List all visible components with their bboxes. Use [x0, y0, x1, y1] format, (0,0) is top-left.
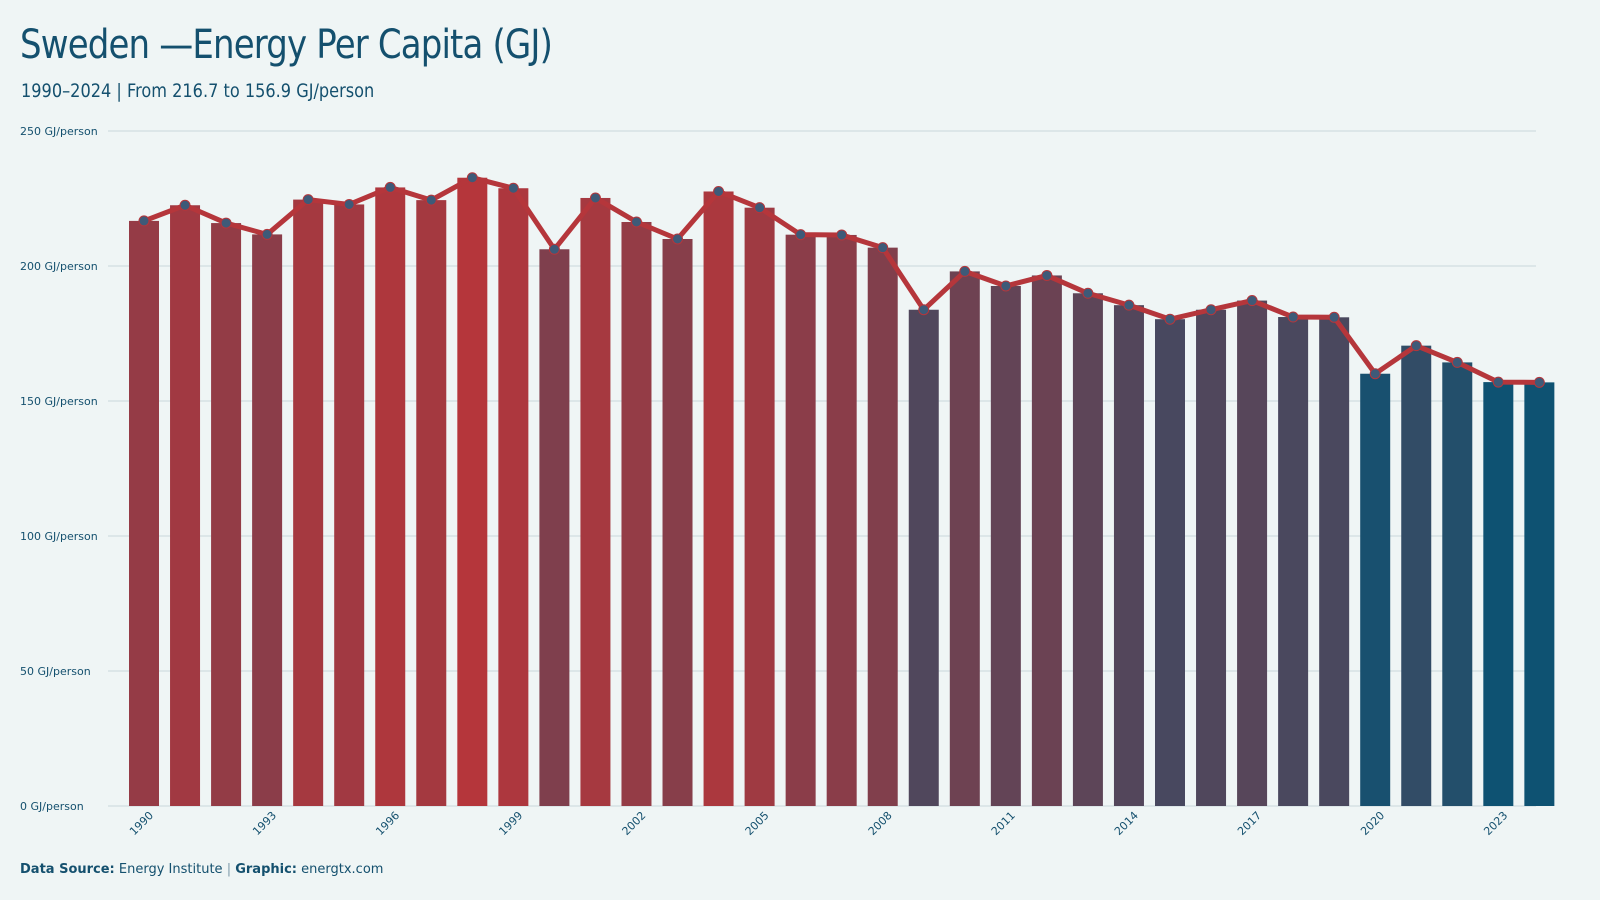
bar	[1072, 293, 1103, 806]
bar	[170, 205, 201, 806]
y-tick-label: 250 GJ/person	[20, 125, 98, 138]
data-point	[343, 198, 355, 210]
bar	[1196, 309, 1227, 806]
y-tick-label: 0 GJ/person	[20, 800, 84, 813]
chart-title: Sweden —Energy Per Capita (GJ)	[20, 22, 553, 68]
bar	[1031, 275, 1062, 806]
x-tick-label: 1999	[496, 809, 525, 838]
bar	[1524, 382, 1555, 806]
graphic-value: energtx.com	[301, 862, 384, 877]
bar	[457, 177, 488, 806]
bar	[252, 234, 283, 806]
y-tick-label: 200 GJ/person	[20, 260, 98, 273]
bar	[293, 199, 324, 806]
bar	[1113, 305, 1144, 806]
x-tick-label: 2017	[1235, 809, 1264, 838]
data-point	[1410, 340, 1422, 352]
bar	[1360, 373, 1391, 806]
data-point	[630, 216, 642, 228]
bar	[826, 234, 857, 806]
bar	[1401, 345, 1432, 806]
bar	[416, 200, 447, 806]
bar	[621, 221, 652, 807]
data-point	[1369, 368, 1381, 380]
x-tick-label: 2014	[1112, 809, 1141, 838]
data-point	[1451, 356, 1463, 368]
bar	[1442, 362, 1473, 806]
x-tick-label: 1990	[127, 809, 156, 838]
bar	[1237, 300, 1268, 806]
data-point	[795, 229, 807, 241]
data-point	[466, 172, 478, 184]
x-tick-label: 2005	[743, 809, 772, 838]
data-point	[179, 199, 191, 211]
data-point	[754, 202, 766, 214]
bar	[580, 197, 611, 806]
bar	[990, 285, 1021, 807]
bar	[744, 207, 775, 806]
bar	[703, 191, 734, 807]
bar	[908, 309, 939, 806]
data-point	[425, 194, 437, 206]
data-point	[1492, 376, 1504, 388]
y-tick-label: 150 GJ/person	[20, 395, 98, 408]
data-point	[302, 194, 314, 206]
x-tick-label: 2011	[989, 809, 1018, 838]
footer-separator: |	[226, 862, 232, 877]
data-point	[138, 215, 150, 227]
footer: Data Source: Energy Institute | Graphic:…	[20, 862, 383, 877]
data-point	[1328, 311, 1340, 323]
bar	[662, 239, 693, 806]
x-tick-label: 2020	[1358, 809, 1387, 838]
data-point	[589, 192, 601, 204]
data-point	[836, 229, 848, 241]
source-label: Data Source:	[20, 862, 115, 877]
data-point	[713, 185, 725, 197]
chart-subtitle: 1990–2024 | From 216.7 to 156.9 GJ/perso…	[21, 80, 375, 102]
data-point	[1533, 376, 1545, 388]
x-tick-label: 2002	[620, 809, 649, 838]
data-point	[1246, 295, 1258, 307]
x-tick-label: 1993	[250, 809, 279, 838]
x-tick-label: 1996	[373, 809, 402, 838]
bar	[211, 223, 242, 806]
y-tick-label: 50 GJ/person	[20, 665, 91, 678]
data-point	[1082, 287, 1094, 299]
bar	[1483, 382, 1514, 806]
source-value: Energy Institute	[118, 862, 223, 877]
graphic-label: Graphic:	[235, 862, 297, 877]
bar	[1155, 319, 1185, 806]
bar	[1278, 317, 1309, 806]
y-tick-label: 100 GJ/person	[20, 530, 98, 543]
data-point	[1287, 311, 1299, 323]
bar	[1319, 317, 1350, 806]
data-point	[1205, 304, 1217, 316]
bar	[539, 249, 570, 806]
data-point	[220, 217, 232, 229]
x-tick-label: 2008	[866, 809, 895, 838]
bar	[498, 188, 529, 807]
data-point	[1000, 280, 1012, 292]
bar	[867, 247, 898, 806]
data-point	[672, 233, 684, 245]
data-point	[918, 304, 930, 316]
x-tick-label: 2023	[1481, 809, 1510, 838]
bar	[375, 187, 406, 806]
bar	[785, 234, 816, 806]
bar	[949, 271, 980, 806]
bar	[129, 220, 159, 806]
data-point	[959, 265, 971, 277]
data-point	[261, 228, 273, 240]
data-point	[1123, 299, 1135, 311]
data-point	[877, 242, 889, 254]
data-point	[384, 181, 396, 193]
data-point	[507, 182, 519, 194]
data-point	[548, 243, 560, 255]
data-point	[1164, 313, 1176, 325]
data-point	[1041, 269, 1053, 281]
bar	[334, 204, 365, 806]
